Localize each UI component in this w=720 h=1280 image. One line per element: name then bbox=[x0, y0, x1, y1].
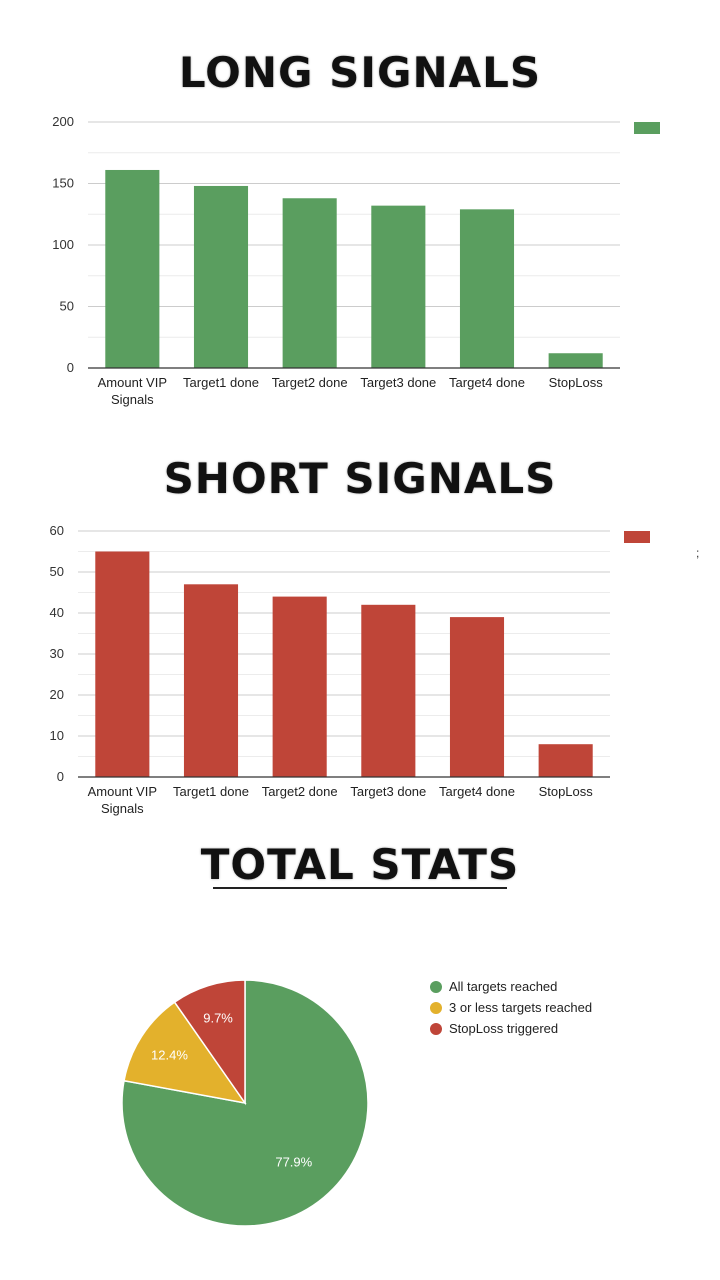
x-tick-label: Target1 done bbox=[173, 784, 249, 799]
bar bbox=[538, 744, 593, 777]
y-tick-label: 150 bbox=[52, 176, 74, 191]
legend-item-stoploss: StopLoss triggered bbox=[430, 1018, 592, 1039]
bar bbox=[193, 185, 249, 368]
pie-slice bbox=[123, 1001, 247, 1105]
y-tick-label: 40 bbox=[50, 605, 64, 620]
total-stats-title: TOTAL STATS bbox=[200, 840, 520, 889]
short-signals-chart: 0 10 20 30 40 50 60 Amount VIP Signals Target1 do… bbox=[50, 523, 650, 816]
x-tick-label: StopLoss bbox=[549, 375, 604, 390]
bar bbox=[371, 205, 426, 368]
legend-label: 3 or less targets reached bbox=[449, 1000, 593, 1015]
y-tick-label: 10 bbox=[50, 728, 64, 743]
legend-label: All targets reached bbox=[449, 979, 558, 994]
y-tick-label: 30 bbox=[50, 646, 64, 661]
x-tick-label: Target1 done bbox=[183, 375, 259, 390]
y-tick-label: 0 bbox=[57, 769, 64, 784]
x-tick-label: Target2 done bbox=[272, 375, 348, 390]
bar bbox=[449, 617, 505, 777]
pie-slice bbox=[173, 979, 246, 1106]
bar bbox=[282, 198, 337, 368]
legend-dot-yellow bbox=[430, 1001, 442, 1014]
bar bbox=[95, 551, 150, 777]
x-tick-label: Target3 done bbox=[360, 375, 436, 390]
bar bbox=[361, 604, 416, 777]
y-tick-label: 100 bbox=[52, 237, 74, 252]
x-tick-label: Target2 done bbox=[262, 784, 338, 799]
long-signals-chart: 0 50 100 150 200 Amount VIP Signals Target1 don… bbox=[52, 114, 660, 407]
x-tick-label: StopLoss bbox=[539, 784, 594, 799]
x-tick-label: Target3 done bbox=[350, 784, 426, 799]
x-tick-label: Signals bbox=[111, 392, 154, 407]
bar bbox=[183, 584, 239, 777]
bar bbox=[548, 353, 603, 368]
legend-dot-red bbox=[430, 1022, 442, 1035]
pie-slice-label: 77.9% bbox=[275, 1155, 312, 1170]
bar bbox=[272, 596, 327, 777]
pie-legend: All targets reached 3 or less targets re… bbox=[430, 976, 592, 1039]
legend-item-all-targets: All targets reached bbox=[430, 976, 592, 997]
y-tick-label: 50 bbox=[50, 564, 64, 579]
y-tick-label: 0 bbox=[67, 360, 74, 375]
y-tick-label: 60 bbox=[50, 523, 64, 538]
legend-swatch bbox=[624, 531, 650, 543]
legend-label: StopLoss triggered bbox=[449, 1021, 559, 1036]
x-tick-label: Target4 done bbox=[439, 784, 515, 799]
bar bbox=[459, 209, 515, 368]
x-tick-label: Target4 done bbox=[449, 375, 525, 390]
legend-item-3-or-less: 3 or less targets reached bbox=[430, 997, 592, 1018]
x-tick-label: Signals bbox=[101, 801, 144, 816]
stray-mark: ; bbox=[696, 546, 700, 560]
bar bbox=[105, 169, 160, 368]
pie-slice-label: 12.4% bbox=[151, 1047, 188, 1062]
long-signals-title: LONG SIGNALS bbox=[178, 48, 542, 97]
x-tick-label: Amount VIP bbox=[88, 784, 157, 799]
legend-swatch bbox=[634, 122, 660, 134]
total-stats-underline bbox=[213, 887, 507, 889]
x-tick-label: Amount VIP bbox=[98, 375, 167, 390]
y-tick-label: 200 bbox=[52, 114, 74, 129]
y-tick-label: 20 bbox=[50, 687, 64, 702]
legend-dot-green bbox=[430, 980, 442, 993]
y-tick-label: 50 bbox=[60, 299, 74, 314]
short-signals-title: SHORT SIGNALS bbox=[163, 454, 557, 503]
pie-slice-label: 9.7% bbox=[203, 1010, 233, 1025]
